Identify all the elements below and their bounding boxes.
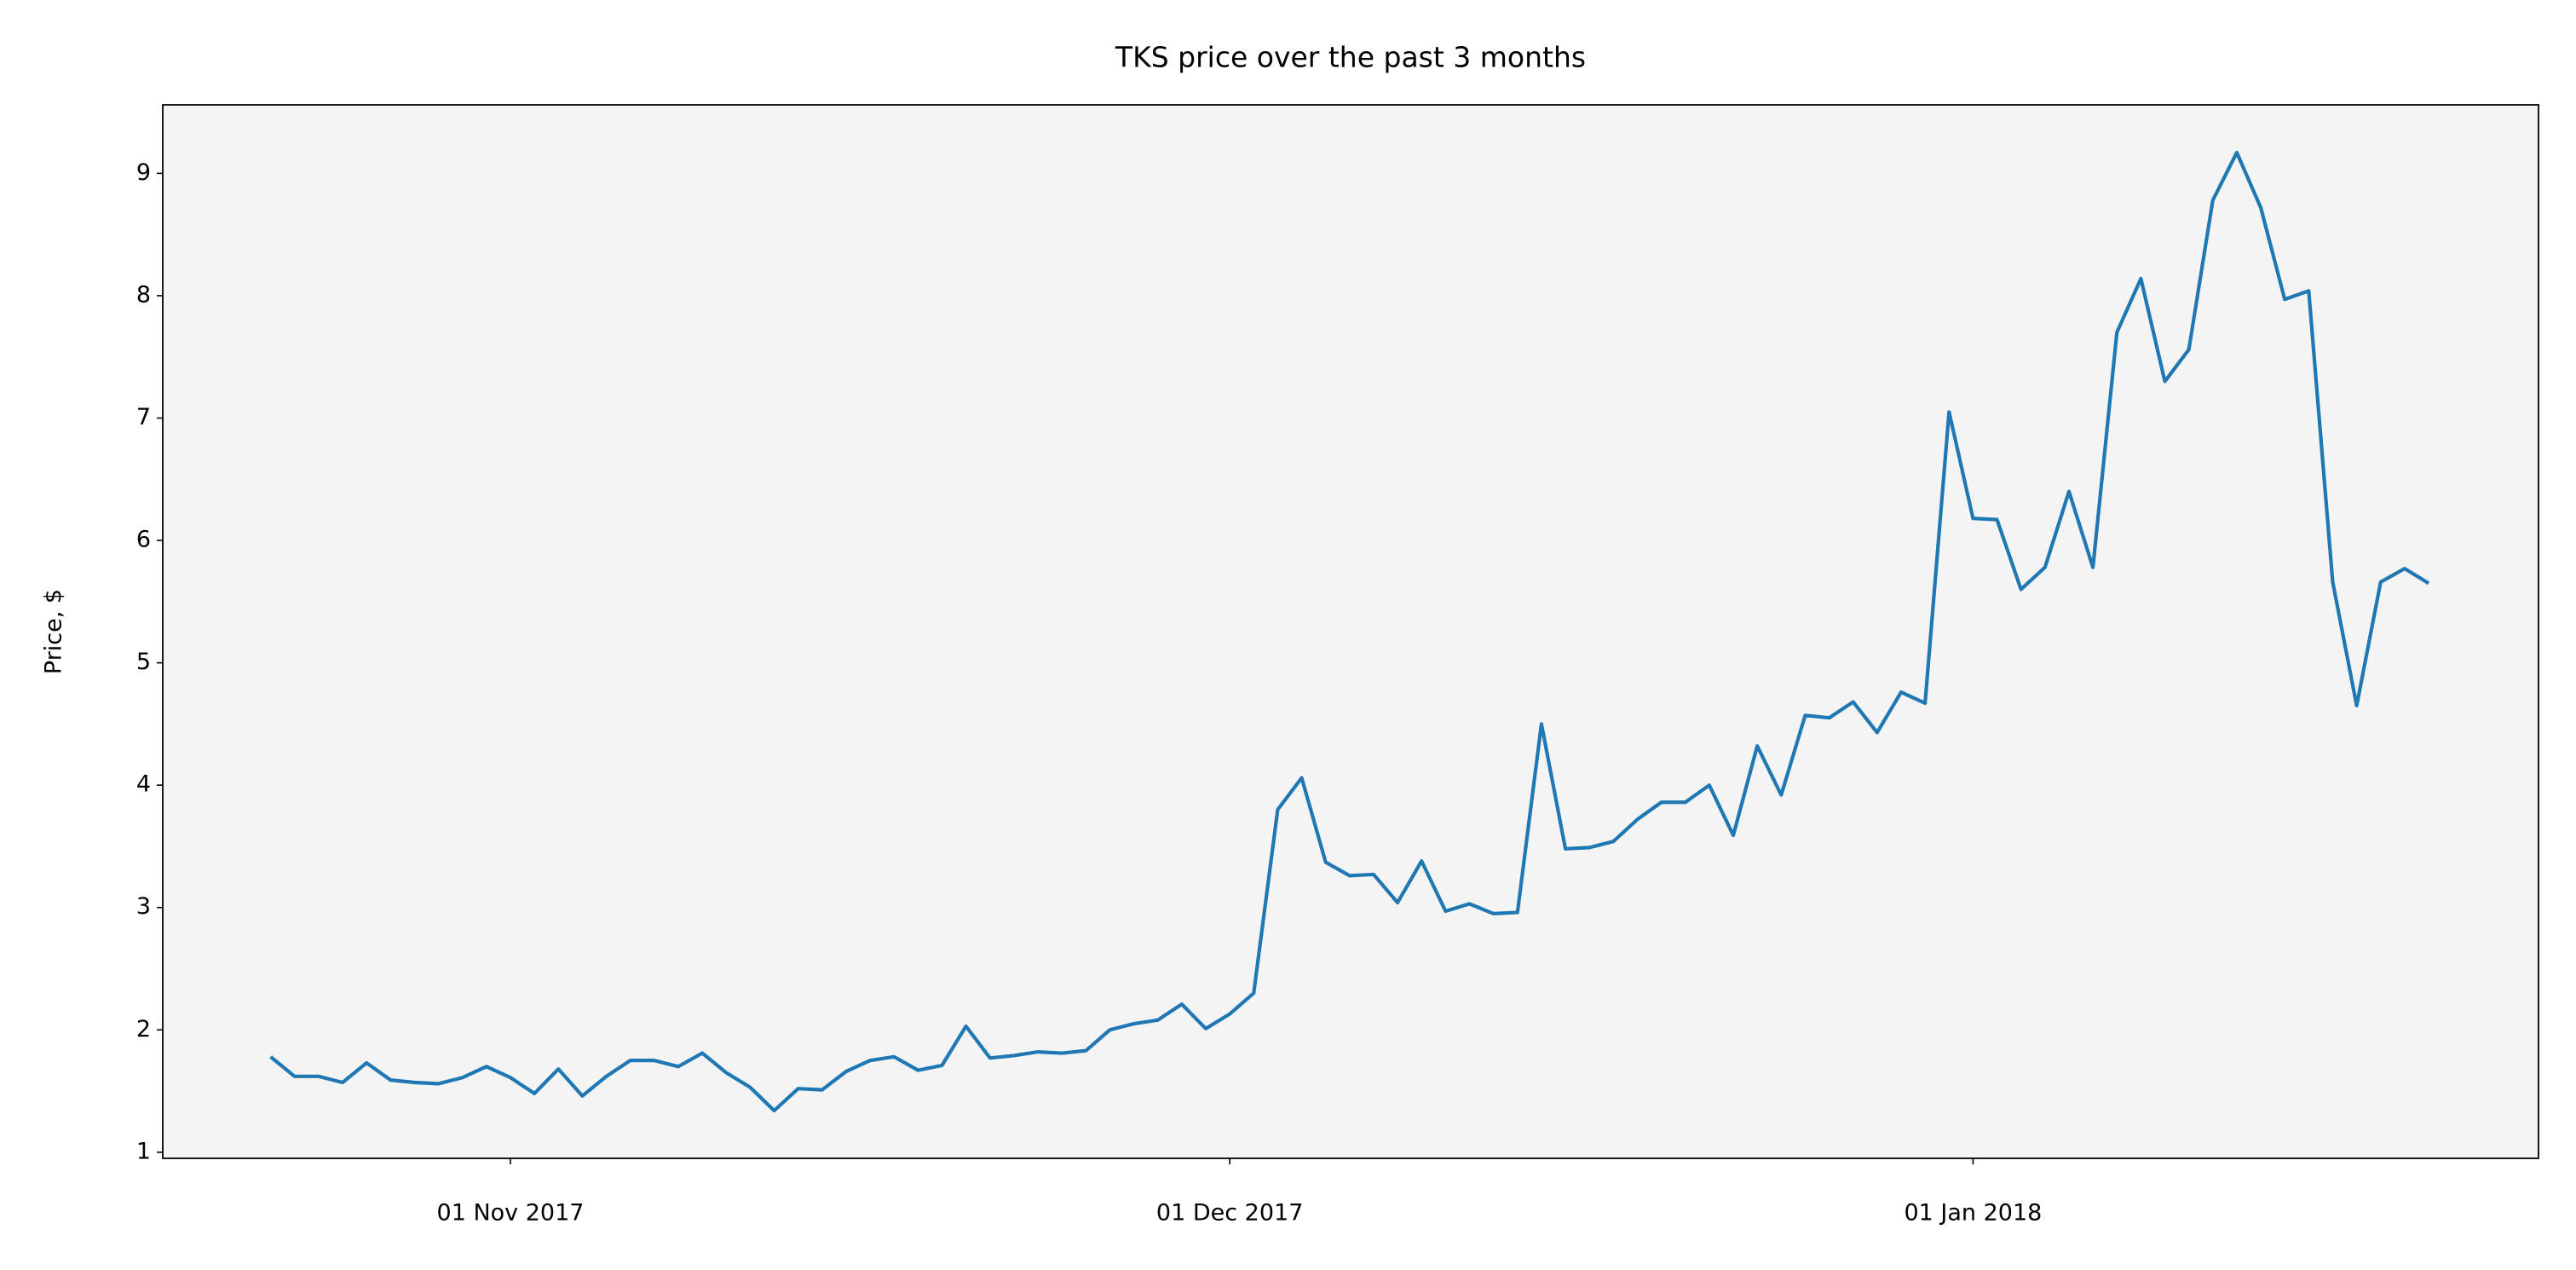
plot-frame (162, 104, 2539, 1159)
x-tick-label: 01 Nov 2017 (437, 1200, 585, 1227)
y-tick-label: 9 (136, 159, 151, 186)
x-tick-label: 01 Dec 2017 (1156, 1200, 1303, 1227)
x-tick-label: 01 Jan 2018 (1904, 1200, 2042, 1227)
y-tick-label: 2 (136, 1016, 151, 1042)
y-tick-label: 3 (136, 893, 151, 920)
chart-title: TKS price over the past 3 months (1115, 41, 1586, 74)
y-tick-label: 5 (136, 649, 151, 675)
y-tick-label: 7 (136, 404, 151, 430)
y-tick-label: 8 (136, 281, 151, 308)
plot-area (163, 105, 2539, 1158)
y-tick-label: 4 (136, 771, 151, 798)
y-tick-label: 6 (136, 527, 151, 553)
price-line (269, 150, 2430, 1113)
y-axis-label: Price, $ (41, 589, 67, 674)
y-tick-label: 1 (136, 1138, 151, 1164)
